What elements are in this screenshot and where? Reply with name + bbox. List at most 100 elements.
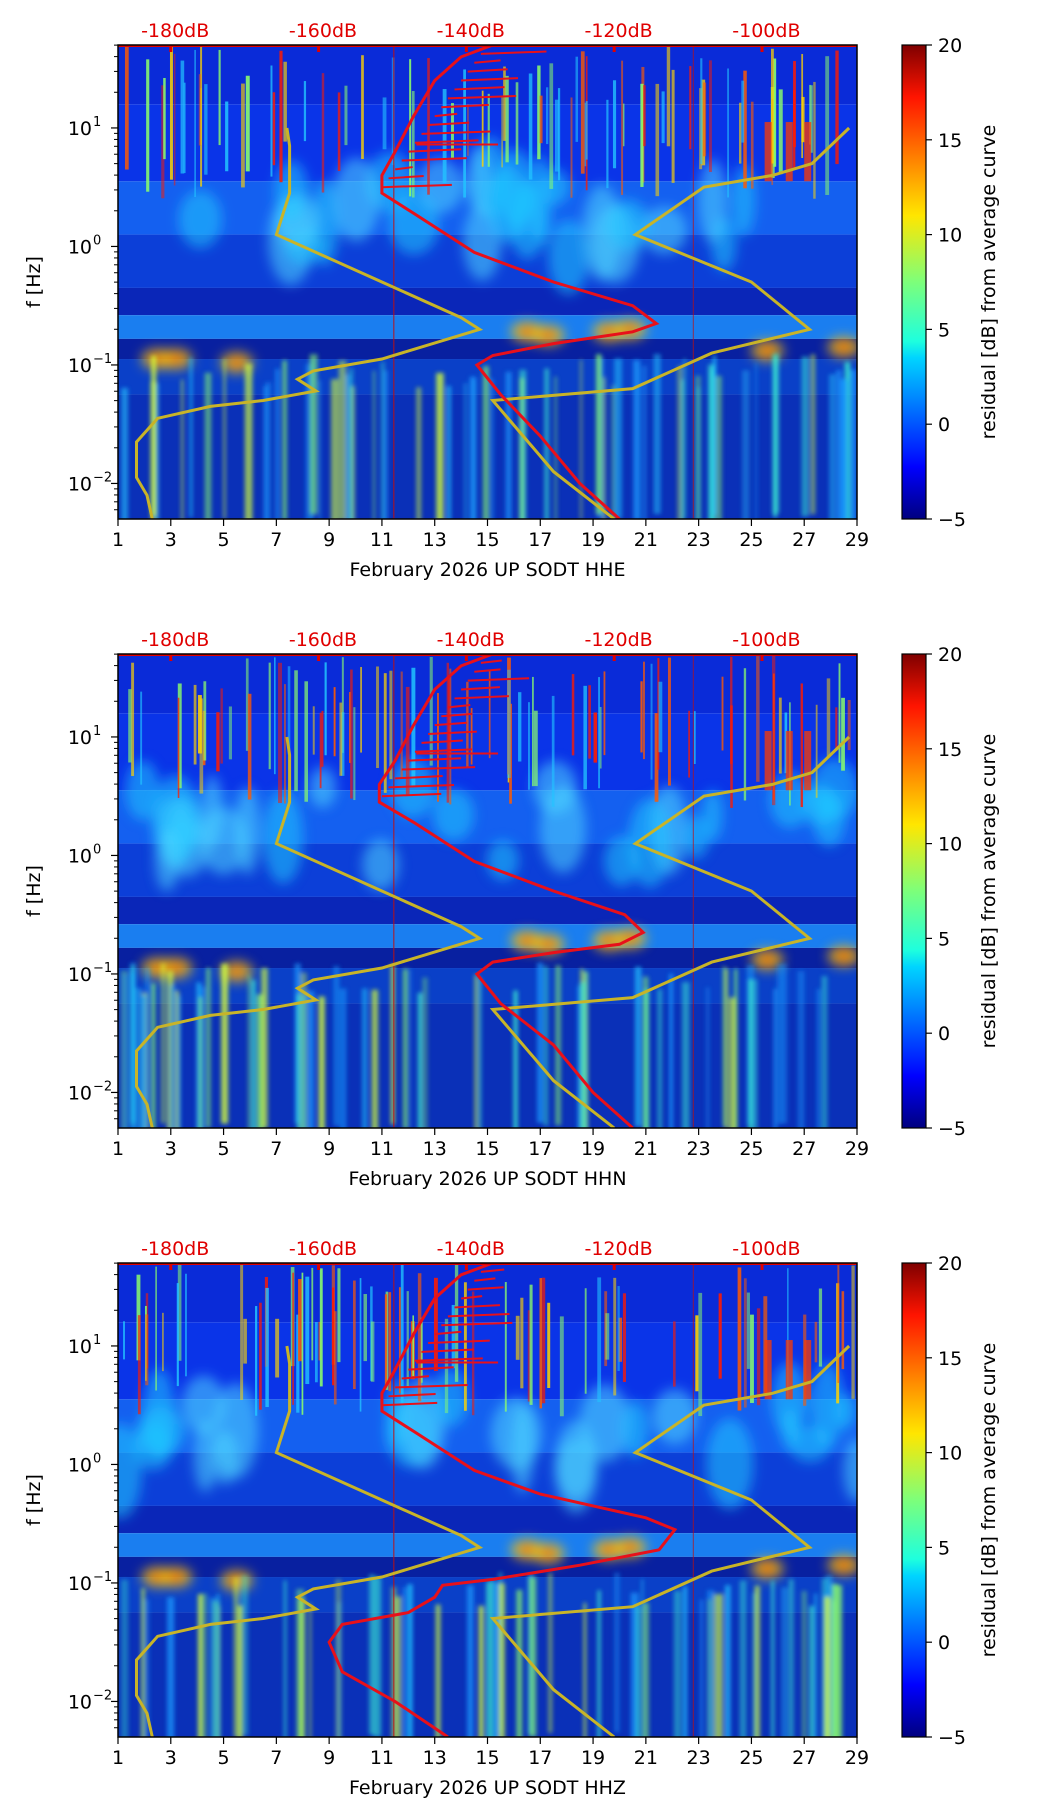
red-curve	[377, 654, 646, 1128]
x-tick-label: 21	[634, 529, 658, 551]
heatmap	[118, 1263, 857, 1737]
heatmap-band	[118, 654, 857, 714]
red-curve-spike	[421, 130, 491, 135]
y-tick-label: 10	[68, 727, 92, 749]
db-scale-label: -160dB	[289, 1238, 357, 1260]
red-curve-spike	[461, 77, 519, 82]
x-tick-label: 9	[323, 529, 335, 551]
heatmap-band	[118, 287, 857, 316]
x-tick-label: 3	[165, 529, 177, 551]
red-curve-spike	[467, 1286, 504, 1291]
red-curve-spike	[434, 721, 467, 727]
colorbar-label: residual [dB] from average curve	[978, 125, 1000, 440]
red-curve-spike	[434, 1330, 462, 1336]
y-tick-exponent: −2	[93, 1688, 112, 1703]
red-curve-spike	[381, 792, 442, 798]
x-tick-label: 7	[270, 1138, 282, 1160]
red-curve-spike	[480, 659, 502, 664]
red-curve-spike	[421, 739, 463, 744]
yellow-curve-left	[135, 736, 484, 1128]
red-curve-spike	[428, 121, 470, 126]
heatmap-band	[118, 713, 857, 791]
db-scale-label: -140dB	[437, 20, 505, 42]
red-curve-spike	[388, 783, 455, 789]
red-curve-spike	[408, 148, 462, 153]
red-curve-spike	[414, 139, 479, 144]
red-curve-spike	[447, 94, 517, 100]
y-tick-label: 10	[68, 1691, 92, 1713]
x-tick-label: 25	[739, 1747, 763, 1769]
x-tick-label: 23	[687, 1138, 711, 1160]
y-tick-exponent: 1	[93, 1333, 101, 1348]
y-tick-exponent: 0	[93, 1451, 101, 1466]
colorbar-label: residual [dB] from average curve	[978, 1343, 1000, 1658]
colorbar-tick-label: 10	[938, 225, 962, 247]
x-tick-label: 1	[112, 1138, 124, 1160]
red-curve-spike	[454, 1304, 500, 1309]
x-tick-label: 11	[370, 1747, 394, 1769]
y-tick-exponent: 0	[93, 233, 101, 248]
x-tick-label: 23	[687, 529, 711, 551]
y-axis-label: f [Hz]	[23, 256, 45, 308]
x-tick-label: 25	[739, 1138, 763, 1160]
heatmap	[118, 45, 857, 519]
red-curve-spike	[414, 1357, 483, 1362]
red-curve-spike	[401, 1375, 430, 1380]
db-scale-label: -160dB	[289, 20, 357, 42]
x-tick-label: 11	[370, 1138, 394, 1160]
y-tick-exponent: −2	[93, 470, 112, 485]
heatmap-band	[118, 947, 857, 969]
y-tick-exponent: 0	[93, 842, 101, 857]
x-tick-label: 25	[739, 529, 763, 551]
red-curve-spike	[381, 1401, 438, 1407]
red-curve-spike	[401, 157, 467, 162]
db-scale-label: -180dB	[141, 629, 209, 651]
red-curve-spike	[441, 712, 473, 718]
y-axis-label: f [Hz]	[23, 865, 45, 917]
heatmap-band	[118, 1505, 857, 1534]
red-curve-spike	[447, 1312, 510, 1318]
y-tick-exponent: 1	[93, 115, 101, 130]
x-tick-label: 29	[845, 1747, 869, 1769]
db-scale-label: -100dB	[732, 20, 800, 42]
red-curve-spike	[447, 703, 471, 709]
x-tick-label: 5	[218, 1138, 230, 1160]
x-tick-label: 3	[165, 1138, 177, 1160]
colorbar-tick-label: 0	[938, 1023, 950, 1045]
red-curve-spike	[381, 183, 452, 189]
heatmap-band	[118, 338, 857, 360]
colorbar-tick-label: 5	[938, 1537, 950, 1559]
y-tick-label: 10	[68, 1336, 92, 1358]
colorbar-tick-label: −5	[938, 1727, 966, 1749]
red-curve-spike	[441, 103, 489, 109]
x-tick-label: 19	[581, 1138, 605, 1160]
red-curve-spike	[421, 1348, 475, 1353]
y-tick-exponent: 1	[93, 724, 101, 739]
colorbar-label: residual [dB] from average curve	[978, 734, 1000, 1049]
red-curve-spike	[408, 1366, 454, 1371]
yellow-curve-left	[135, 127, 484, 519]
x-tick-label: 9	[323, 1138, 335, 1160]
y-tick-label: 10	[68, 1573, 92, 1595]
colorbar-tick-label: 0	[938, 1632, 950, 1654]
colorbar-tick-label: 10	[938, 1443, 962, 1465]
heatmap-band	[118, 1003, 857, 1128]
x-tick-label: 13	[423, 1138, 447, 1160]
db-scale-label: -120dB	[584, 629, 652, 651]
y-tick-exponent: −1	[93, 961, 112, 976]
red-curve-spike	[467, 677, 530, 682]
heatmap-blobs	[141, 136, 857, 373]
x-tick-label: 1	[112, 529, 124, 551]
colorbar-tick-label: 20	[938, 644, 962, 666]
y-tick-label: 10	[68, 118, 92, 140]
red-curve-spike	[474, 668, 501, 673]
red-curve-spike	[460, 1295, 483, 1300]
x-tick-label: 21	[634, 1747, 658, 1769]
red-curve-spike	[401, 766, 476, 771]
x-tick-label: 3	[165, 1747, 177, 1769]
heatmap-band	[118, 896, 857, 925]
red-curve-spike	[461, 686, 500, 691]
